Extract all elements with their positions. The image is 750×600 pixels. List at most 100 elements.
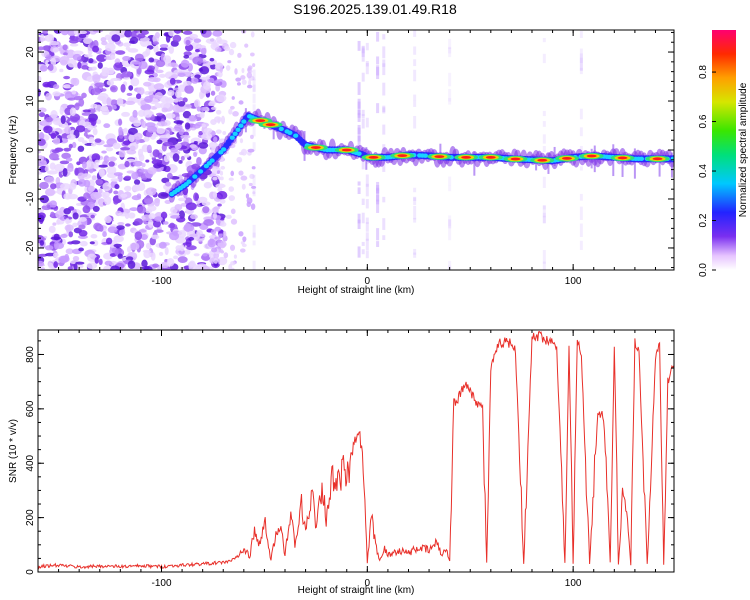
noise-blob xyxy=(173,30,182,34)
noise-streak xyxy=(357,124,361,134)
colorbar-tick-label: 0.0 xyxy=(698,263,709,277)
noise-blob xyxy=(140,103,152,111)
noise-blob xyxy=(124,175,132,180)
noise-blob xyxy=(189,33,199,39)
ridge-red xyxy=(397,154,408,158)
noise-streak xyxy=(413,94,417,101)
noise-blob xyxy=(94,256,99,264)
noise-blob xyxy=(241,67,245,74)
snr-ylabel: SNR (10 * v/v) xyxy=(8,419,19,483)
noise-blob xyxy=(182,110,192,119)
noise-blob xyxy=(230,105,235,110)
noise-blob xyxy=(217,239,222,243)
noise-streak xyxy=(382,82,386,96)
noise-blob xyxy=(92,205,100,213)
noise-blob xyxy=(108,161,115,167)
noise-blob xyxy=(118,149,126,158)
noise-blob xyxy=(68,182,77,190)
noise-blob xyxy=(134,218,143,226)
noise-blob xyxy=(83,54,93,58)
noise-blob xyxy=(250,31,255,38)
noise-blob xyxy=(192,56,203,65)
noise-blob xyxy=(74,102,80,111)
noise-blob xyxy=(174,142,182,150)
colorbar-label: Normalized spectral amplitude xyxy=(738,82,749,217)
noise-blob xyxy=(124,185,132,192)
noise-streak xyxy=(357,181,361,186)
noise-blob xyxy=(216,36,222,43)
snr-line-layer xyxy=(38,330,674,570)
noise-blob xyxy=(77,172,85,180)
ridge-red xyxy=(586,154,597,158)
ridge-red xyxy=(461,155,472,159)
colorbar-tick-label: 0.2 xyxy=(698,213,709,227)
ridge-core xyxy=(638,156,645,162)
noise-blob xyxy=(238,170,244,176)
noise-streak xyxy=(579,53,583,63)
noise-blob xyxy=(124,30,133,38)
noise-streak xyxy=(376,65,380,80)
noise-blob xyxy=(52,252,59,258)
noise-blob xyxy=(125,223,131,227)
noise-blob xyxy=(125,46,131,51)
noise-streak xyxy=(448,47,452,58)
noise-blob xyxy=(230,261,236,266)
noise-blob xyxy=(233,254,237,259)
noise-blob xyxy=(86,75,95,83)
ridge-spike xyxy=(670,152,673,178)
noise-blob xyxy=(241,79,247,85)
noise-streak xyxy=(252,78,256,92)
ridge-red xyxy=(652,157,663,161)
noise-blob xyxy=(202,81,211,90)
noise-blob xyxy=(38,214,45,223)
noise-blob xyxy=(200,30,207,35)
noise-blob xyxy=(167,172,173,180)
noise-blob xyxy=(141,120,147,129)
noise-blob xyxy=(144,95,153,103)
noise-blob xyxy=(137,33,146,39)
noise-blob xyxy=(78,224,86,230)
noise-blob xyxy=(113,172,123,177)
noise-streak xyxy=(361,109,365,116)
ridge-red xyxy=(255,119,266,123)
noise-blob xyxy=(106,165,117,175)
noise-blob xyxy=(92,127,98,136)
noise-blob xyxy=(121,71,133,78)
noise-streak xyxy=(361,249,365,255)
noise-blob xyxy=(219,176,224,181)
noise-blob xyxy=(128,134,135,143)
noise-streak xyxy=(365,250,369,259)
noise-blob xyxy=(76,161,81,166)
noise-streak xyxy=(413,115,417,129)
noise-blob xyxy=(209,237,214,246)
noise-blob xyxy=(143,195,154,205)
noise-blob xyxy=(229,244,236,251)
noise-blob xyxy=(161,107,169,113)
noise-blob xyxy=(68,143,73,149)
noise-blob xyxy=(98,168,105,178)
noise-blob xyxy=(44,245,54,251)
noise-blob xyxy=(158,241,167,249)
noise-blob xyxy=(120,146,131,151)
noise-blob xyxy=(100,105,109,111)
noise-blob xyxy=(174,203,183,211)
noise-blob xyxy=(87,185,96,192)
noise-blob xyxy=(53,261,58,268)
spectrogram-xtick-label: -100 xyxy=(151,276,171,287)
noise-blob xyxy=(230,208,236,215)
noise-streak xyxy=(413,187,417,193)
noise-blob xyxy=(165,181,172,187)
noise-streak xyxy=(365,232,369,241)
noise-blob xyxy=(72,256,80,262)
noise-blob xyxy=(39,240,45,246)
noise-blob xyxy=(190,77,199,84)
noise-streak xyxy=(252,84,256,93)
ridge-core xyxy=(238,123,244,128)
noise-blob xyxy=(95,178,104,185)
noise-blob xyxy=(88,66,97,71)
noise-blob xyxy=(152,263,159,268)
noise-streak xyxy=(542,53,546,64)
noise-blob xyxy=(248,79,252,87)
noise-blob xyxy=(128,85,134,91)
ridge-spike xyxy=(658,154,661,177)
